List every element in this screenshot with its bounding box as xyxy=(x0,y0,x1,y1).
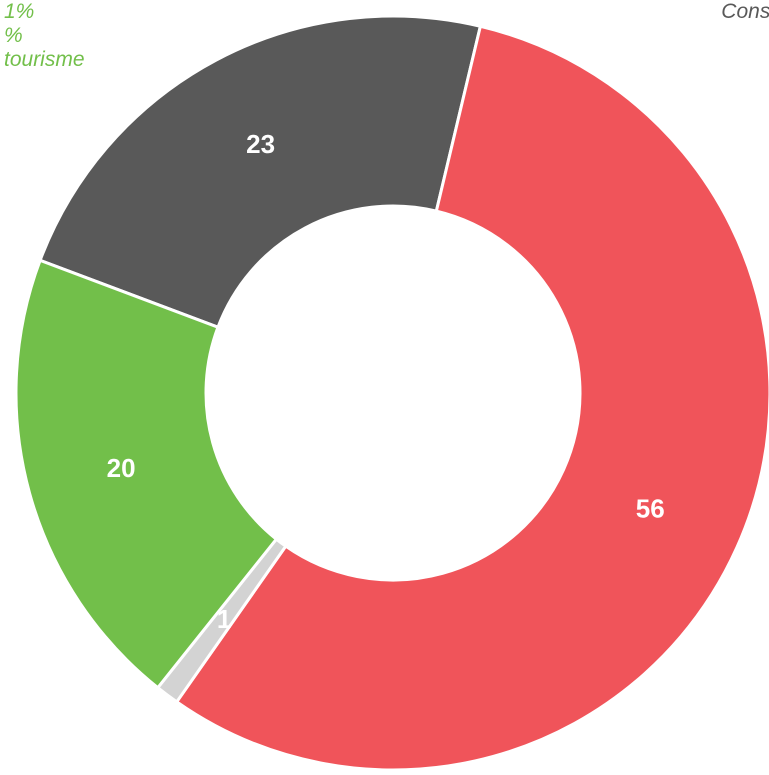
data-label-56: 56 xyxy=(636,494,665,524)
donut-slices xyxy=(16,16,769,770)
donut-slice-23 xyxy=(40,16,480,327)
data-label-23: 23 xyxy=(246,129,275,159)
data-label-1: 1 xyxy=(217,604,231,634)
data-label-20: 20 xyxy=(107,453,136,483)
